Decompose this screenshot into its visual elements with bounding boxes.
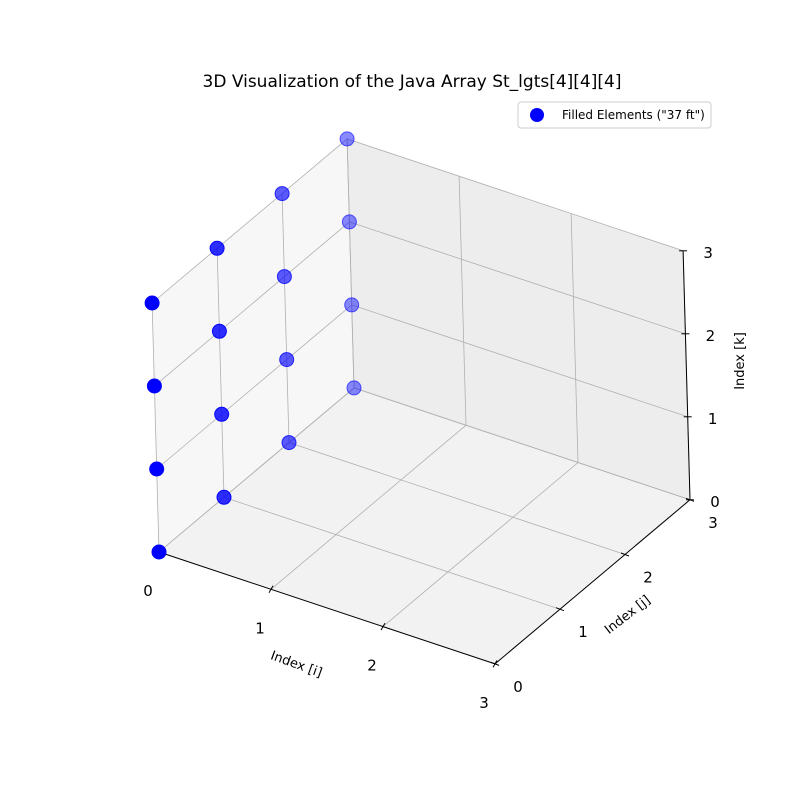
data-point — [339, 131, 355, 147]
y-tick-label: 0 — [513, 678, 523, 696]
floor-grid-line-x — [270, 424, 467, 590]
legend-label: Filled Elements ("37 ft") — [562, 108, 705, 122]
z-axis-label: Index [k] — [733, 332, 748, 390]
scatter-points — [144, 131, 362, 560]
back-grid-line-x — [570, 213, 579, 463]
back-grid-line-z — [346, 138, 684, 252]
x-tick-mark — [380, 622, 386, 631]
y-tick-label: 1 — [578, 623, 588, 641]
axes-panes — [151, 137, 692, 665]
x-tick-label: 3 — [479, 694, 489, 712]
z-tick-label: 2 — [706, 327, 716, 345]
data-point — [276, 269, 292, 285]
data-point — [346, 380, 362, 396]
left-grid-line-z — [154, 221, 350, 387]
floor-grid-line-y — [288, 442, 626, 555]
x-axis-label: Index [i] — [268, 648, 324, 680]
z-axis-line — [682, 250, 691, 500]
data-point — [146, 378, 162, 394]
y-tick-label: 2 — [643, 569, 653, 587]
x-tick-label: 2 — [367, 657, 377, 675]
y-tick-label: 3 — [708, 514, 718, 532]
back-grid-line-z — [349, 221, 686, 335]
y-axis-label: Index [j] — [602, 593, 654, 638]
legend-marker — [530, 108, 544, 122]
x-tick-label: 0 — [143, 582, 153, 600]
data-point — [216, 489, 232, 505]
data-point — [144, 295, 160, 311]
chart-title: 3D Visualization of the Java Array St_lg… — [203, 72, 622, 92]
z-tick-label: 3 — [703, 244, 713, 262]
left-grid-line-z — [158, 387, 355, 553]
left-grid-line-y — [216, 248, 225, 498]
left-grid-line-z — [156, 304, 352, 470]
y-tick-mark — [620, 552, 630, 557]
legend-frame — [517, 101, 712, 129]
left-grid-line-y — [281, 193, 290, 443]
data-point — [341, 214, 357, 230]
data-point — [214, 406, 230, 422]
left-grid-line-y — [346, 138, 355, 388]
legend: Filled Elements ("37 ft") — [517, 101, 712, 129]
floor-grid-line-y — [223, 496, 561, 610]
y-axis-line — [494, 499, 691, 665]
tick-marks: 0 1 2 3 0 1 2 3 0 1 2 3 — [143, 244, 720, 712]
back-grid-line-z — [353, 387, 691, 501]
data-point — [209, 240, 225, 256]
z-tick-label: 1 — [708, 410, 718, 428]
z-tick-label: 0 — [710, 493, 720, 511]
back-grid-line-x — [458, 176, 467, 426]
data-point — [344, 297, 360, 313]
data-point — [281, 435, 297, 451]
data-point — [151, 544, 167, 560]
data-point — [274, 186, 290, 202]
x-tick-mark — [268, 585, 274, 594]
data-point — [279, 352, 295, 368]
left-grid-line-z — [151, 138, 348, 304]
data-point — [211, 323, 227, 339]
left-grid-line-y — [151, 302, 160, 553]
floor-grid-line-x — [382, 462, 579, 627]
y-tick-mark — [555, 607, 565, 612]
back-grid-line-z — [351, 304, 688, 418]
data-point — [149, 461, 165, 477]
y-tick-mark — [490, 661, 500, 666]
x-tick-label: 1 — [255, 619, 265, 637]
axis-lines — [158, 250, 691, 665]
x-axis-line — [158, 551, 496, 665]
